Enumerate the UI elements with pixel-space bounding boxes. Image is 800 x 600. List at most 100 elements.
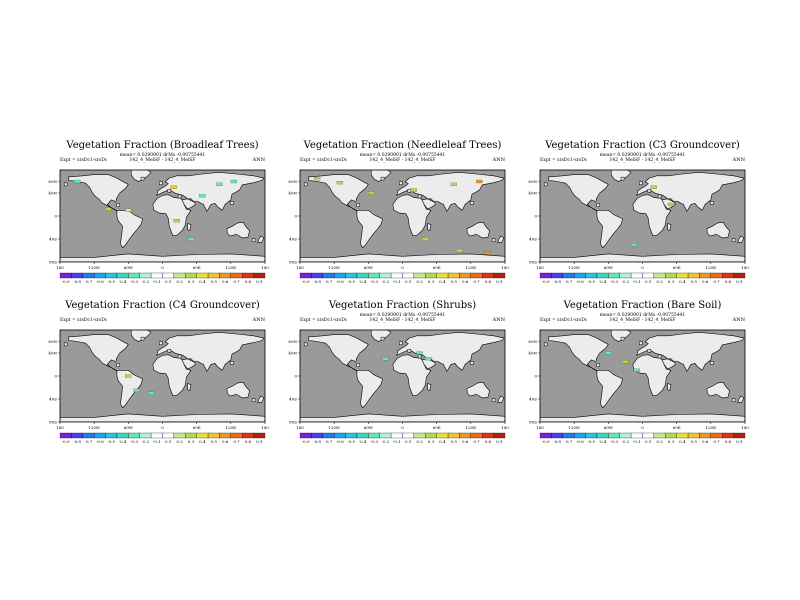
lat-tick-label: 0 [534, 214, 537, 219]
lat-tick-label: 40N [48, 351, 57, 356]
colorbar: -0.9 -0.8 -0.7 -0.6 -0.5 -0.4 -0.3 -0.2 -0.1 0.1 0… [539, 432, 746, 444]
colorbar-swatch [82, 432, 95, 439]
lat-tick-label: 80S [49, 260, 57, 265]
panel-stats: mean= 0.0290901 drMs -0.00755441 [120, 152, 206, 158]
grid-cell-box [657, 194, 662, 199]
colorbar-label: -0.5 [107, 279, 115, 284]
lat-tick-label: 40N [48, 191, 57, 196]
colorbar-label: -0.1 [393, 439, 401, 444]
colorbar-label: 0.5 [691, 439, 698, 444]
colorbar-label: 0.5 [451, 279, 458, 284]
colorbar-label: 0.6 [702, 439, 709, 444]
landmass-madagascar [187, 383, 192, 391]
lon-tick-label: 180 [296, 265, 304, 270]
colorbar-swatch [585, 272, 598, 279]
colorbar-swatch [390, 432, 403, 439]
colorbar-label: 0.8 [485, 439, 492, 444]
landmass-north-america [308, 334, 369, 372]
colorbar-label: 0.1 [645, 279, 651, 284]
colorbar-label: 0.2 [416, 279, 423, 284]
panel-1: Vegetation Fraction (Broadleaf Trees)mea… [48, 140, 269, 284]
lon-tick-label: 60W [604, 265, 614, 270]
anomaly-cell [667, 202, 675, 207]
colorbar-swatch [173, 272, 186, 279]
colorbar-swatch [551, 272, 563, 279]
colorbar-label: -0.1 [153, 439, 161, 444]
colorbar-label: 0.4 [439, 439, 446, 444]
colorbar-label: 0.2 [656, 439, 663, 444]
grid-cell-box [251, 238, 256, 242]
colorbar-swatch [150, 432, 163, 439]
lon-tick-label: 120E [226, 425, 237, 430]
colorbar-swatch [253, 432, 266, 439]
anomaly-cell [633, 368, 640, 372]
lat-tick-label: 40S [289, 237, 297, 242]
grid-cell-box [596, 203, 600, 207]
landmass-north-america [68, 334, 129, 372]
colorbar-swatch [356, 272, 369, 279]
lon-tick-label: 120W [88, 425, 101, 430]
anomaly-cell [622, 360, 629, 364]
lat-tick-label: 60N [48, 339, 57, 344]
colorbar-label: -0.6 [576, 439, 584, 444]
colorbar-swatch [653, 272, 666, 279]
panel-4: Vegetation Fraction (C4 Groundcover) Expt… [48, 300, 269, 444]
colorbar-label: -0.9 [302, 439, 310, 444]
colorbar-label: 0.1 [165, 439, 171, 444]
lat-tick-label: 80S [529, 260, 537, 265]
colorbar-swatch [139, 432, 152, 439]
colorbar-label: 0.3 [428, 439, 435, 444]
panel-5: Vegetation Fraction (Shrubs)mean= 0.0290… [288, 300, 509, 444]
panel-stats: mean= 0.0290901 drMs -0.00755441 [600, 152, 686, 158]
colorbar-label: 0.7 [713, 439, 720, 444]
anomaly-cell [456, 248, 463, 253]
colorbar-label: -0.2 [382, 439, 390, 444]
panel-3: Vegetation Fraction (C3 Groundcover)mean… [528, 140, 749, 284]
panel-title: Vegetation Fraction (C4 Groundcover) [64, 300, 260, 311]
lon-tick-label: 0 [161, 425, 164, 430]
panel-title: Vegetation Fraction (Bare Soil) [563, 300, 722, 311]
colorbar-swatch [82, 272, 95, 279]
colorbar-label: 0.6 [222, 439, 229, 444]
colorbar-swatch [242, 272, 254, 279]
colorbar-label: -0.3 [370, 439, 378, 444]
lon-tick-label: 0 [401, 265, 404, 270]
lon-tick-label: 120W [328, 265, 341, 270]
colorbar-swatch [334, 272, 346, 279]
land [60, 170, 265, 262]
grid-cell-box [116, 203, 120, 207]
colorbar-swatch [105, 432, 118, 439]
colorbar-swatch [196, 432, 209, 439]
colorbar-swatch [551, 432, 563, 439]
anomaly-cell [450, 182, 457, 186]
anomaly-cell [476, 179, 483, 184]
colorbar-swatch [345, 272, 358, 279]
lat-tick-label: 40S [49, 397, 57, 402]
lon-tick-label: 60E [193, 265, 201, 270]
colorbar-swatch [322, 432, 335, 439]
colorbar-swatch [665, 432, 677, 439]
colorbar-label: 0.7 [233, 279, 240, 284]
landmass-eurasia [156, 331, 265, 373]
lat-tick-label: 60N [48, 179, 57, 184]
colorbar-swatch [665, 272, 677, 279]
colorbar-label: 0.9 [496, 439, 503, 444]
panel-title: Vegetation Fraction (C3 Groundcover) [544, 140, 740, 151]
land [60, 330, 265, 422]
anomaly-cell [199, 194, 206, 198]
grid-cell-box [167, 188, 172, 193]
grid-cell-box [63, 342, 68, 347]
lon-tick-label: 180 [741, 265, 749, 270]
colorbar-swatch [116, 272, 129, 279]
lon-tick-label: 180 [296, 425, 304, 430]
lon-tick-label: 60E [673, 425, 681, 430]
colorbar-label: -0.7 [565, 439, 573, 444]
panel-expt: Expt = srsDc1-srsDc [300, 157, 348, 163]
panel-case: 142_4_MelSF - 142_4_MelSF [369, 157, 435, 163]
lon-tick-label: 120W [568, 425, 581, 430]
lon-tick-label: 120W [328, 425, 341, 430]
anomaly-cell [230, 179, 237, 184]
lon-tick-label: 60W [364, 265, 374, 270]
anomaly-cell [410, 188, 417, 192]
landmass-new-zealand [497, 395, 505, 403]
